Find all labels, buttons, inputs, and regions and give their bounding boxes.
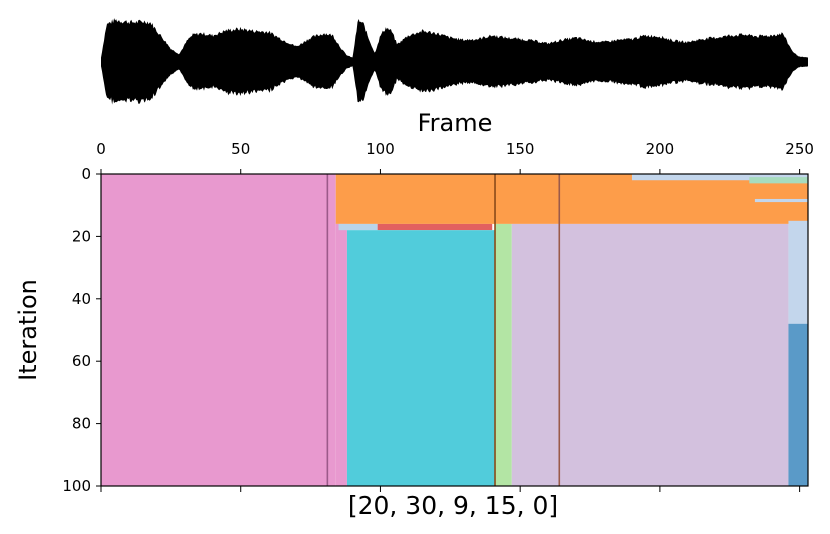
waveform-x-axis-label: Frame	[418, 109, 493, 137]
heatmap-segment-blue	[788, 323, 808, 486]
boundary-lines	[326, 174, 561, 486]
heatmap-segment-lightblue	[338, 223, 378, 231]
heatmap-y-axis-label: Iteration	[14, 279, 42, 381]
x-tick-label-top: 150	[506, 140, 535, 158]
waveform-plot	[101, 18, 808, 105]
x-tick-label-top: 0	[96, 140, 106, 158]
heatmap-segment-red	[377, 223, 493, 231]
x-tick-label-top: 250	[785, 140, 814, 158]
y-tick-label: 40	[72, 290, 91, 308]
heatmap-segment-lavender	[511, 223, 789, 487]
heatmap-segment-pink	[101, 174, 336, 486]
y-tick-label: 0	[81, 165, 91, 183]
x-tick-label-top: 100	[366, 140, 395, 158]
waveform-envelope	[101, 18, 808, 105]
heatmap-segment-orange	[335, 174, 808, 224]
y-tick-label: 80	[72, 415, 91, 433]
x-tick-label-top: 200	[646, 140, 675, 158]
y-tick-label: 100	[62, 477, 91, 495]
heatmap-segment-paleblue	[788, 220, 808, 324]
heatmap-axes: 0 50 100 150 200 250 0 20 40 60 80 100	[62, 140, 814, 495]
heatmap-segment-mint	[749, 177, 808, 184]
y-tick-label: 60	[72, 352, 91, 370]
heatmap-segment-paleblue	[631, 174, 808, 181]
heatmap-segment-green	[495, 223, 512, 487]
heatmap-segment-cyan	[346, 230, 496, 486]
iteration-heatmap	[101, 174, 808, 487]
x-tick-label-top: 50	[231, 140, 250, 158]
heatmap-segment-paleblue	[754, 198, 808, 203]
heatmap-frame	[100, 173, 809, 487]
y-tick-label: 20	[72, 227, 91, 245]
heatmap-segment-pink	[335, 223, 347, 487]
heatmap-x-axis-label: [20, 30, 9, 15, 0]	[348, 491, 558, 520]
